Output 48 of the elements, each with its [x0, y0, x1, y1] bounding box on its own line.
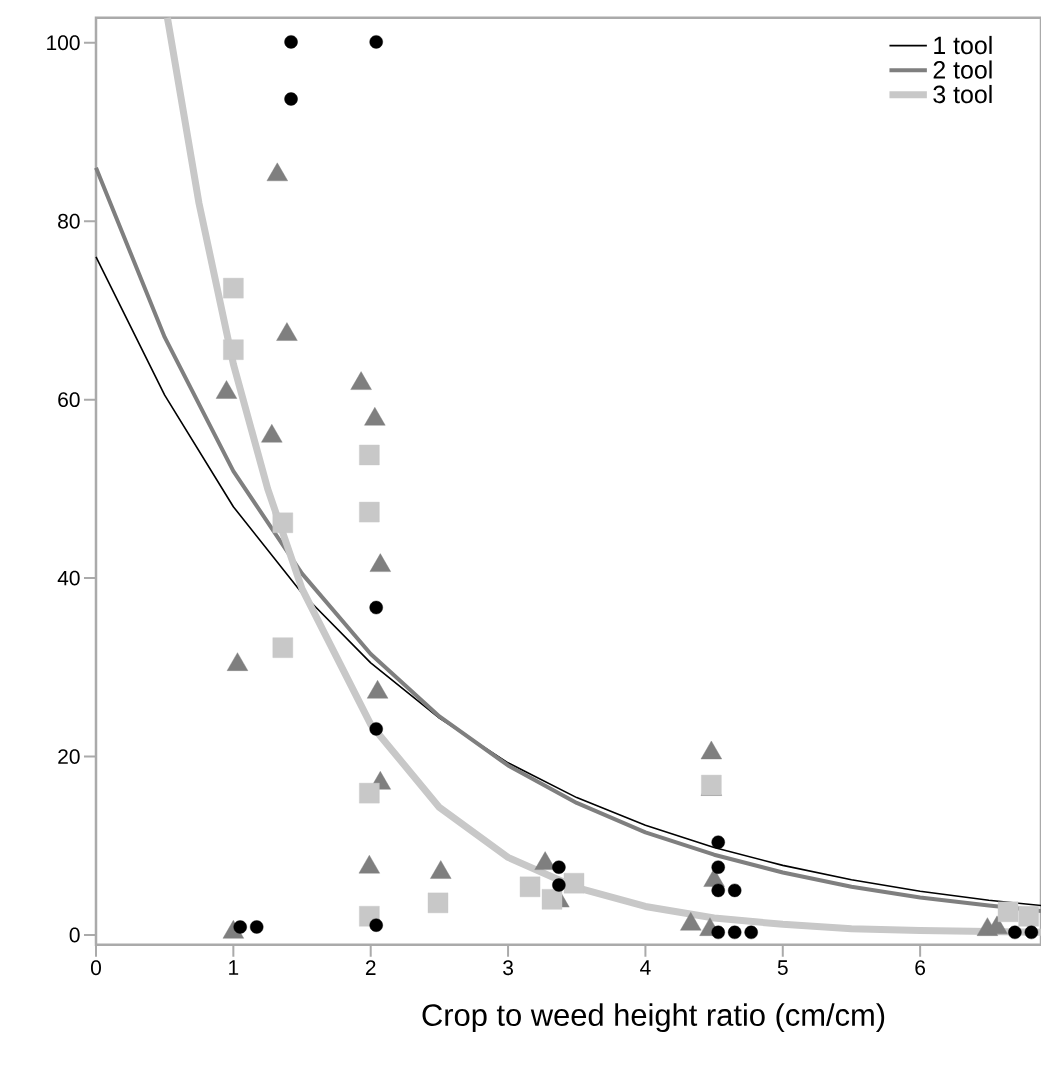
- point: [250, 920, 264, 934]
- legend-label: 1 tool: [934, 35, 992, 55]
- point: [744, 925, 758, 940]
- point: [427, 892, 449, 914]
- point: [1008, 925, 1022, 940]
- legend-label: 3 tool: [933, 84, 992, 104]
- x-tick-label: 5: [777, 960, 788, 975]
- point: [563, 873, 585, 894]
- point: [728, 883, 742, 898]
- y-tick-label: 60: [58, 392, 80, 408]
- point: [223, 339, 244, 360]
- x-tick-label: 1: [229, 960, 239, 975]
- point: [369, 918, 383, 932]
- x-tick-label: 3: [503, 960, 513, 976]
- y-tick-label: 20: [58, 749, 80, 764]
- point: [519, 876, 541, 898]
- point: [552, 878, 566, 892]
- point: [223, 277, 244, 299]
- point: [369, 35, 383, 49]
- x-tick-label: 2: [365, 960, 376, 975]
- point: [1018, 906, 1039, 927]
- point: [359, 501, 380, 523]
- x-tick-label: 6: [915, 960, 926, 976]
- y-tick-label: 0: [69, 927, 80, 943]
- point: [369, 600, 383, 615]
- point: [233, 920, 247, 934]
- point: [541, 889, 563, 910]
- y-tick-label: 40: [57, 570, 80, 586]
- point: [284, 35, 298, 49]
- point: [997, 901, 1019, 922]
- point: [359, 782, 380, 804]
- y-tick-label: 80: [58, 213, 80, 229]
- point: [272, 637, 293, 658]
- point: [369, 722, 383, 736]
- point: [711, 835, 725, 849]
- point: [711, 860, 725, 874]
- point: [711, 925, 725, 940]
- point: [284, 92, 298, 106]
- point: [728, 925, 742, 940]
- point: [359, 444, 380, 466]
- point: [711, 883, 725, 898]
- point: [272, 512, 293, 533]
- x-axis-title: Crop to weed height ratio (cm/cm): [422, 1003, 885, 1033]
- x-tick-label: 0: [90, 960, 101, 976]
- y-tick-label: 100: [47, 35, 80, 51]
- legend-label: 2 tool: [933, 60, 992, 79]
- point: [552, 860, 566, 874]
- x-tick-label: 4: [640, 960, 651, 975]
